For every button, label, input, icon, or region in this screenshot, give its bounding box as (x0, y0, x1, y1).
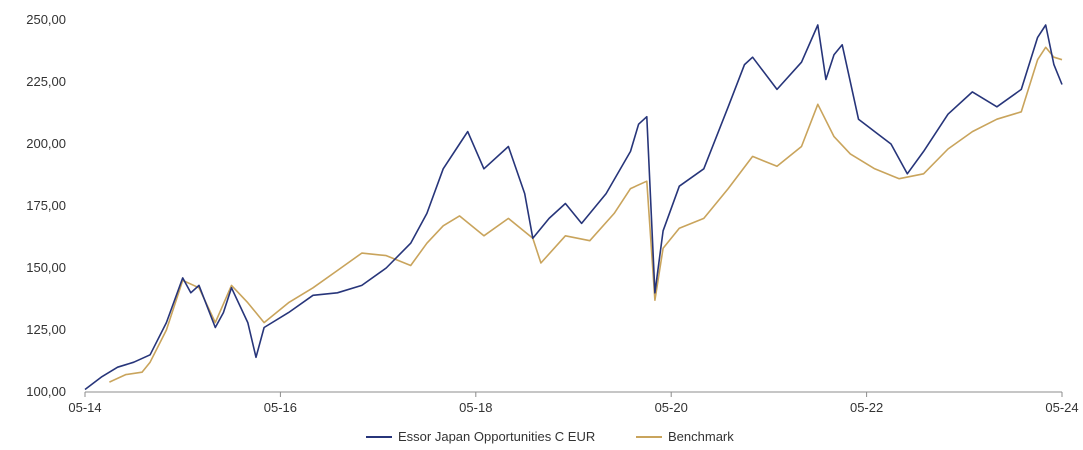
legend-label: Essor Japan Opportunities C EUR (398, 429, 595, 444)
x-axis: 05-14 05-16 05-18 05-20 05-22 05-24 (68, 391, 1079, 415)
x-tick-label: 05-24 (1045, 400, 1078, 415)
y-tick-label: 175,00 (26, 198, 66, 213)
x-tick-label: 05-20 (655, 400, 688, 415)
y-tick-label: 200,00 (26, 136, 66, 151)
x-tick-label: 05-14 (68, 400, 101, 415)
x-tick-label: 05-22 (850, 400, 883, 415)
y-tick-label: 225,00 (26, 74, 66, 89)
series-line-fund (84, 24, 1063, 391)
series-line-benchmark (109, 46, 1063, 383)
series-layer (84, 24, 1063, 391)
legend-label: Benchmark (668, 429, 734, 444)
x-tick-label: 05-16 (264, 400, 297, 415)
y-tick-label: 250,00 (26, 12, 66, 27)
y-tick-label: 125,00 (26, 322, 66, 337)
legend: Essor Japan Opportunities C EUR Benchmark (366, 429, 734, 444)
y-tick-label: 150,00 (26, 260, 66, 275)
y-tick-label: 100,00 (26, 384, 66, 399)
y-axis-ticks: 100,00 125,00 150,00 175,00 200,00 225,00 250,… (26, 12, 66, 399)
x-tick-label: 05-18 (459, 400, 492, 415)
